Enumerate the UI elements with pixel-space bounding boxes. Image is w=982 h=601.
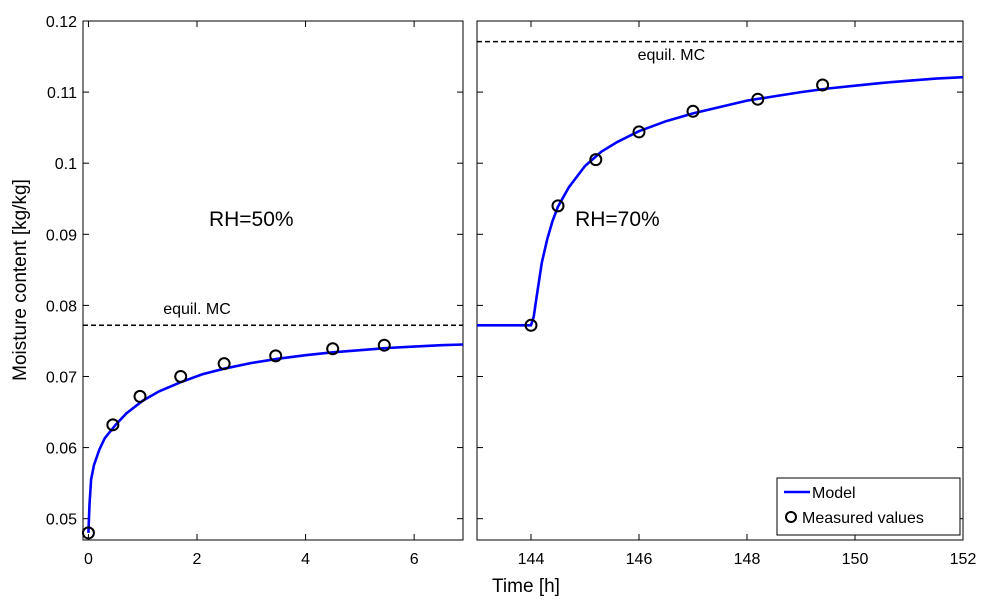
right-annotation-rh: RH=70% <box>575 208 660 231</box>
measured-point <box>632 125 646 139</box>
y-tick-label: 0.1 <box>55 156 77 173</box>
left-panel-xticks: 0 2 4 6 <box>84 21 419 568</box>
measured-point <box>751 92 765 106</box>
left-panel-frame <box>82 20 464 541</box>
left-panel: 0.05 0.06 0.07 0.08 0.09 0.1 0.11 0.12 0 2 4 6 RH=… <box>46 14 464 568</box>
measured-point <box>133 389 147 403</box>
x-tick-label: 148 <box>734 551 761 568</box>
y-tick-label: 0.07 <box>46 369 77 386</box>
legend-model-label: Model <box>812 485 856 502</box>
left-measured-markers <box>81 338 391 540</box>
left-model-line <box>87 343 464 533</box>
measured-point <box>551 199 565 213</box>
measured-point <box>81 526 95 540</box>
y-tick-label: 0.11 <box>47 85 77 102</box>
y-tick-label: 0.09 <box>46 227 77 244</box>
x-tick-label: 6 <box>410 551 419 568</box>
left-panel-yticks: 0.05 0.06 0.07 0.08 0.09 0.1 0.11 0.12 <box>46 14 463 529</box>
y-tick-label: 0.05 <box>46 512 77 529</box>
legend-measured-label: Measured values <box>802 510 924 527</box>
measured-point <box>269 349 283 363</box>
measured-point <box>106 418 120 432</box>
measured-point <box>686 104 700 118</box>
measured-point <box>326 342 340 356</box>
legend-box <box>776 477 961 536</box>
x-tick-label: 0 <box>84 551 93 568</box>
x-tick-label: 150 <box>842 551 869 568</box>
right-panel: 144 146 148 150 152 RH=70% equil. MC Model M… <box>476 20 977 568</box>
y-tick-label: 0.12 <box>46 14 77 31</box>
measured-point <box>377 338 391 352</box>
x-tick-label: 152 <box>950 551 977 568</box>
measured-point <box>589 153 603 167</box>
x-tick-label: 2 <box>193 551 202 568</box>
y-tick-label: 0.06 <box>46 441 77 458</box>
legend-measured-swatch <box>785 511 797 523</box>
x-axis-label: Time [h] <box>492 576 560 597</box>
x-tick-label: 4 <box>301 551 310 568</box>
legend: Model Measured values <box>776 477 961 536</box>
right-panel-frame <box>476 20 964 541</box>
measured-point <box>217 357 231 371</box>
y-tick-label: 0.08 <box>46 298 77 315</box>
measured-point <box>816 78 830 92</box>
left-equil-label: equil. MC <box>163 301 231 318</box>
left-annotation-rh: RH=50% <box>209 208 294 231</box>
right-measured-markers <box>524 78 830 332</box>
right-panel-yticks <box>477 20 963 520</box>
right-model-line <box>477 75 964 327</box>
x-tick-label: 146 <box>626 551 653 568</box>
measured-point <box>524 318 538 332</box>
y-axis-label: Moisture content [kg/kg] <box>10 179 31 381</box>
x-tick-label: 144 <box>518 551 545 568</box>
measured-point <box>174 369 188 383</box>
right-equil-label: equil. MC <box>638 47 706 64</box>
